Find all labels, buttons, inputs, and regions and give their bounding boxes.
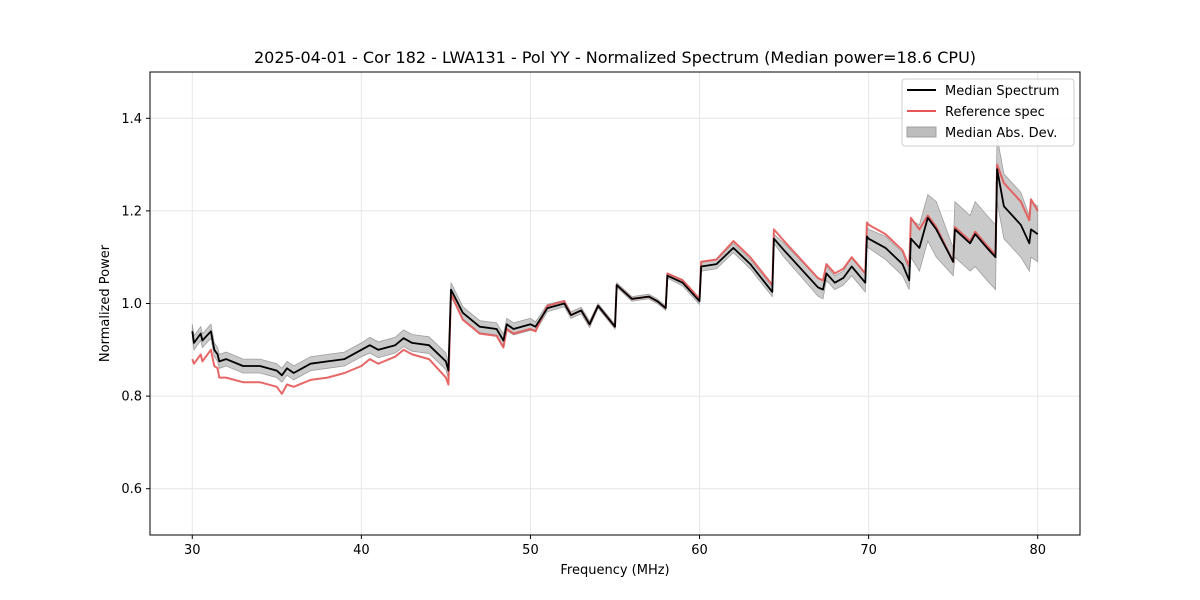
y-tick-label: 1.4 [121, 112, 142, 127]
chart-title: 2025-04-01 - Cor 182 - LWA131 - Pol YY -… [254, 48, 976, 67]
x-tick-label: 60 [691, 543, 708, 558]
legend-label-mad: Median Abs. Dev. [945, 126, 1057, 141]
y-tick-label: 1.0 [121, 297, 142, 312]
y-axis-title: Normalized Power [98, 244, 113, 362]
legend: Median Spectrum Reference spec Median Ab… [901, 78, 1075, 147]
x-tick-label: 30 [184, 543, 201, 558]
legend-label-reference: Reference spec [945, 105, 1045, 120]
legend-swatch-mad [906, 126, 937, 138]
y-tick-label: 1.2 [121, 204, 142, 219]
x-tick-label: 80 [1029, 543, 1046, 558]
x-axis-title: Frequency (MHz) [560, 563, 669, 578]
legend-label-median: Median Spectrum [945, 84, 1059, 99]
axis-ticks: 30 40 50 60 70 80 0.6 0.8 1.0 1.2 1.4 [121, 112, 1046, 558]
legend-box [901, 78, 1075, 147]
y-tick-label: 0.6 [121, 482, 142, 497]
x-tick-label: 70 [860, 543, 877, 558]
median-spectrum-line [191, 168, 1039, 377]
y-tick-label: 0.8 [121, 390, 142, 405]
series-lines [191, 163, 1039, 395]
x-tick-label: 40 [353, 543, 370, 558]
x-tick-label: 50 [522, 543, 539, 558]
